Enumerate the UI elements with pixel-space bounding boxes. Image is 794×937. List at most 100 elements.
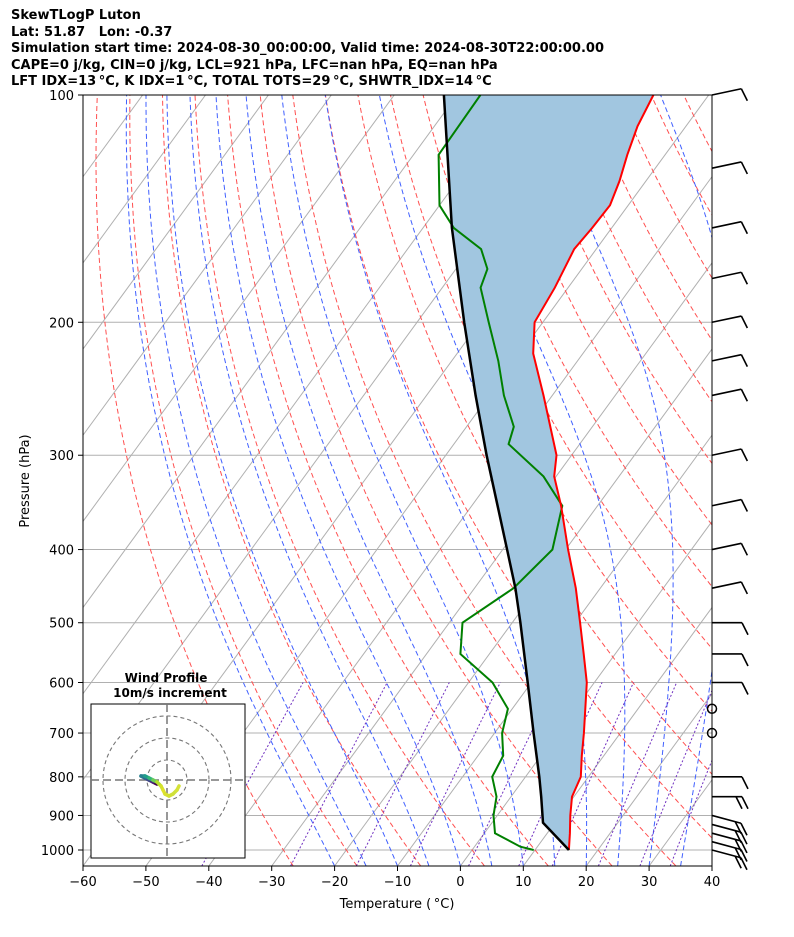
x-tick-label: −40 bbox=[195, 875, 222, 890]
wind-barb bbox=[711, 832, 748, 854]
moist-adiabat bbox=[215, 95, 461, 866]
hodograph-ring bbox=[124, 737, 210, 823]
barb-staff bbox=[711, 220, 742, 229]
wind-barb bbox=[706, 703, 718, 715]
x-tick-label: −10 bbox=[384, 875, 411, 890]
mixing-ratio-line bbox=[639, 689, 712, 866]
y-tick-label: 800 bbox=[49, 771, 74, 786]
wind-barb bbox=[711, 388, 749, 402]
y-axis: 1000 900 800 700 600 500 400 300 200 100 bbox=[41, 89, 83, 859]
dewpoint-line bbox=[437, 95, 564, 851]
wind-barbs bbox=[706, 87, 749, 871]
dry-adiabat bbox=[749, 95, 794, 866]
index-line: LFT IDX=13 °C, K IDX=1 °C, TOTAL TOTS=29… bbox=[11, 74, 492, 89]
wind-barb bbox=[711, 87, 749, 102]
barb-flag bbox=[740, 849, 748, 862]
dry-adiabat bbox=[292, 95, 677, 866]
wind-barb bbox=[711, 448, 749, 462]
dry-adiabat bbox=[782, 95, 794, 866]
y-tick-label: 600 bbox=[49, 677, 74, 692]
dry-adiabat bbox=[259, 95, 613, 866]
wind-barb bbox=[712, 621, 749, 636]
barb-flag bbox=[740, 88, 749, 102]
barb-flag bbox=[741, 776, 749, 790]
moist-adiabat bbox=[189, 95, 430, 866]
isotherm-line bbox=[83, 95, 206, 264]
barb-flag bbox=[734, 830, 742, 844]
wind-barb bbox=[712, 776, 749, 790]
barb-flag bbox=[740, 831, 748, 845]
barb-flag bbox=[741, 653, 749, 667]
moist-adiabats bbox=[125, 95, 712, 866]
wind-barb bbox=[711, 161, 749, 175]
location-line: Lat: 51.87 Lon: -0.37 bbox=[11, 24, 173, 40]
isotherm-line bbox=[0, 95, 80, 866]
wind-barb bbox=[711, 542, 749, 556]
barb-flag bbox=[734, 839, 742, 852]
y-tick-label: 400 bbox=[49, 544, 74, 559]
mixing-ratio-line bbox=[290, 682, 388, 866]
moist-adiabat bbox=[166, 95, 398, 866]
isotherm-line bbox=[208, 175, 712, 866]
hodograph-subtitle: 10m/s increment bbox=[113, 686, 227, 700]
barb-staff bbox=[711, 448, 742, 457]
isotherm-line bbox=[83, 95, 332, 437]
y-tick-label: 900 bbox=[49, 809, 74, 824]
wind-barb bbox=[711, 220, 749, 235]
isotherm-line bbox=[711, 865, 712, 866]
wind-barb bbox=[706, 727, 718, 739]
dry-adiabat bbox=[650, 95, 712, 217]
moist-adiabat bbox=[448, 95, 626, 866]
barb-flag bbox=[740, 448, 749, 462]
barb-staff bbox=[711, 542, 742, 551]
wind-barb bbox=[711, 271, 749, 285]
mixing-ratio-line bbox=[409, 682, 501, 866]
mixing-ratio-line bbox=[597, 682, 678, 866]
cape-line: CAPE=0 j/kg, CIN=0 j/kg, LCL=921 hPa, LF… bbox=[11, 57, 498, 73]
profile-series bbox=[437, 95, 655, 851]
x-tick-label: −20 bbox=[321, 875, 348, 890]
barb-flag bbox=[740, 542, 749, 556]
calm-circle bbox=[706, 727, 718, 739]
parcel-line bbox=[442, 95, 570, 851]
dry-adiabat bbox=[357, 95, 712, 775]
chart-title: SkewTLogP Luton bbox=[11, 8, 141, 23]
barb-flag bbox=[740, 271, 749, 285]
wind-barb bbox=[711, 315, 749, 329]
barb-staff bbox=[711, 814, 742, 824]
barb-flag bbox=[740, 857, 748, 871]
mixing-ratio-lines bbox=[201, 682, 712, 866]
dry-adiabat bbox=[324, 95, 712, 839]
barb-staff bbox=[711, 315, 742, 324]
isotherm-line bbox=[0, 95, 17, 866]
x-tick-label: −30 bbox=[258, 875, 285, 890]
calm-circle bbox=[706, 703, 718, 715]
y-tick-label: 700 bbox=[49, 727, 74, 742]
y-tick-label: 1000 bbox=[41, 844, 74, 859]
temperature-line bbox=[532, 95, 655, 851]
barb-flag bbox=[740, 822, 748, 836]
y-tick-label: 200 bbox=[49, 316, 74, 331]
barb-staff bbox=[711, 271, 742, 280]
barb-flag bbox=[740, 161, 749, 175]
dry-adiabat bbox=[455, 95, 712, 588]
barb-flag bbox=[740, 221, 749, 235]
barb-staff bbox=[711, 581, 742, 589]
wind-barb bbox=[711, 353, 749, 368]
mixing-ratio-line bbox=[201, 682, 304, 866]
dry-adiabat bbox=[487, 95, 712, 526]
wind-barb bbox=[712, 795, 749, 810]
moist-adiabat bbox=[711, 863, 712, 866]
dry-adiabat bbox=[683, 95, 712, 153]
barb-flag bbox=[740, 581, 749, 595]
isotherm-line bbox=[522, 606, 712, 866]
moist-adiabat bbox=[245, 95, 493, 866]
isotherm-line bbox=[334, 348, 712, 866]
barb-staff bbox=[711, 353, 742, 362]
barb-staff bbox=[711, 388, 742, 397]
isotherm-line bbox=[83, 95, 521, 695]
dry-adiabat bbox=[618, 95, 712, 279]
moist-adiabat bbox=[281, 95, 524, 866]
